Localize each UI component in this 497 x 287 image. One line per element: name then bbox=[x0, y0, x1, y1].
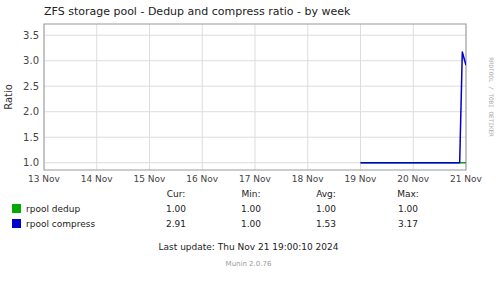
footer-text: Last update: Thu Nov 21 19:00:10 2024 bbox=[159, 242, 339, 252]
grid-line bbox=[255, 24, 256, 170]
sidebar-text: RRDTOOL / TOBI OETIKER bbox=[488, 57, 495, 137]
stats-header: Avg: bbox=[316, 189, 336, 199]
grid-line bbox=[360, 24, 361, 170]
x-tick-label: 15 Nov bbox=[134, 174, 167, 184]
legend-label: rpool compress bbox=[26, 219, 95, 229]
grid bbox=[44, 24, 466, 170]
stats-header: Max: bbox=[397, 189, 419, 199]
stats-value: 3.17 bbox=[398, 219, 418, 229]
stats-value: 1.53 bbox=[316, 219, 336, 229]
x-tick-label: 17 Nov bbox=[239, 174, 272, 184]
y-tick-label: 1.5 bbox=[23, 132, 39, 143]
x-tick-label: 14 Nov bbox=[81, 174, 114, 184]
stats-value: 1.00 bbox=[316, 204, 336, 214]
legend: Cur: Min: Avg: Max: rpool dedup 1.00 1.00 1.00 1… bbox=[12, 189, 419, 229]
x-tick-label: 20 Nov bbox=[397, 174, 430, 184]
stats-value: 2.91 bbox=[166, 219, 186, 229]
x-tick-label: 16 Nov bbox=[186, 174, 219, 184]
stats-value: 1.00 bbox=[166, 204, 186, 214]
y-tick-label: 3.5 bbox=[23, 30, 39, 41]
series-line bbox=[361, 52, 467, 163]
grid-line bbox=[307, 24, 308, 170]
legend-label: rpool dedup bbox=[26, 204, 80, 214]
series-group bbox=[361, 52, 467, 163]
stats-value: 1.00 bbox=[241, 204, 261, 214]
y-tick-label: 2.5 bbox=[23, 81, 39, 92]
plot-area bbox=[44, 24, 466, 170]
legend-swatch bbox=[12, 219, 21, 228]
chart: 1.0 1.5 2.0 2.5 3.0 3.5 13 Nov 14 Nov 15 Nov 16 N… bbox=[0, 0, 497, 287]
y-axis-label: Ratio bbox=[3, 84, 14, 110]
version-text: Munin 2.0.76 bbox=[226, 260, 272, 268]
legend-swatch bbox=[12, 204, 21, 213]
grid-line bbox=[96, 24, 97, 170]
grid-line bbox=[413, 24, 414, 170]
plot-frame bbox=[44, 24, 466, 170]
y-tick-label: 2.0 bbox=[23, 106, 39, 117]
stats-value: 1.00 bbox=[398, 204, 418, 214]
grid-line bbox=[149, 24, 150, 170]
grid-line bbox=[202, 24, 203, 170]
stats-header: Min: bbox=[241, 189, 260, 199]
y-tick-label: 1.0 bbox=[23, 157, 39, 168]
y-tick-label: 3.0 bbox=[23, 55, 39, 66]
x-tick-label: 21 Nov bbox=[450, 174, 483, 184]
x-tick-label: 19 Nov bbox=[345, 174, 378, 184]
x-tick-label: 13 Nov bbox=[28, 174, 61, 184]
stats-value: 1.00 bbox=[241, 219, 261, 229]
stats-header: Cur: bbox=[167, 189, 186, 199]
title: ZFS storage pool - Dedup and compress ra… bbox=[44, 5, 351, 18]
x-tick-label: 18 Nov bbox=[292, 174, 325, 184]
